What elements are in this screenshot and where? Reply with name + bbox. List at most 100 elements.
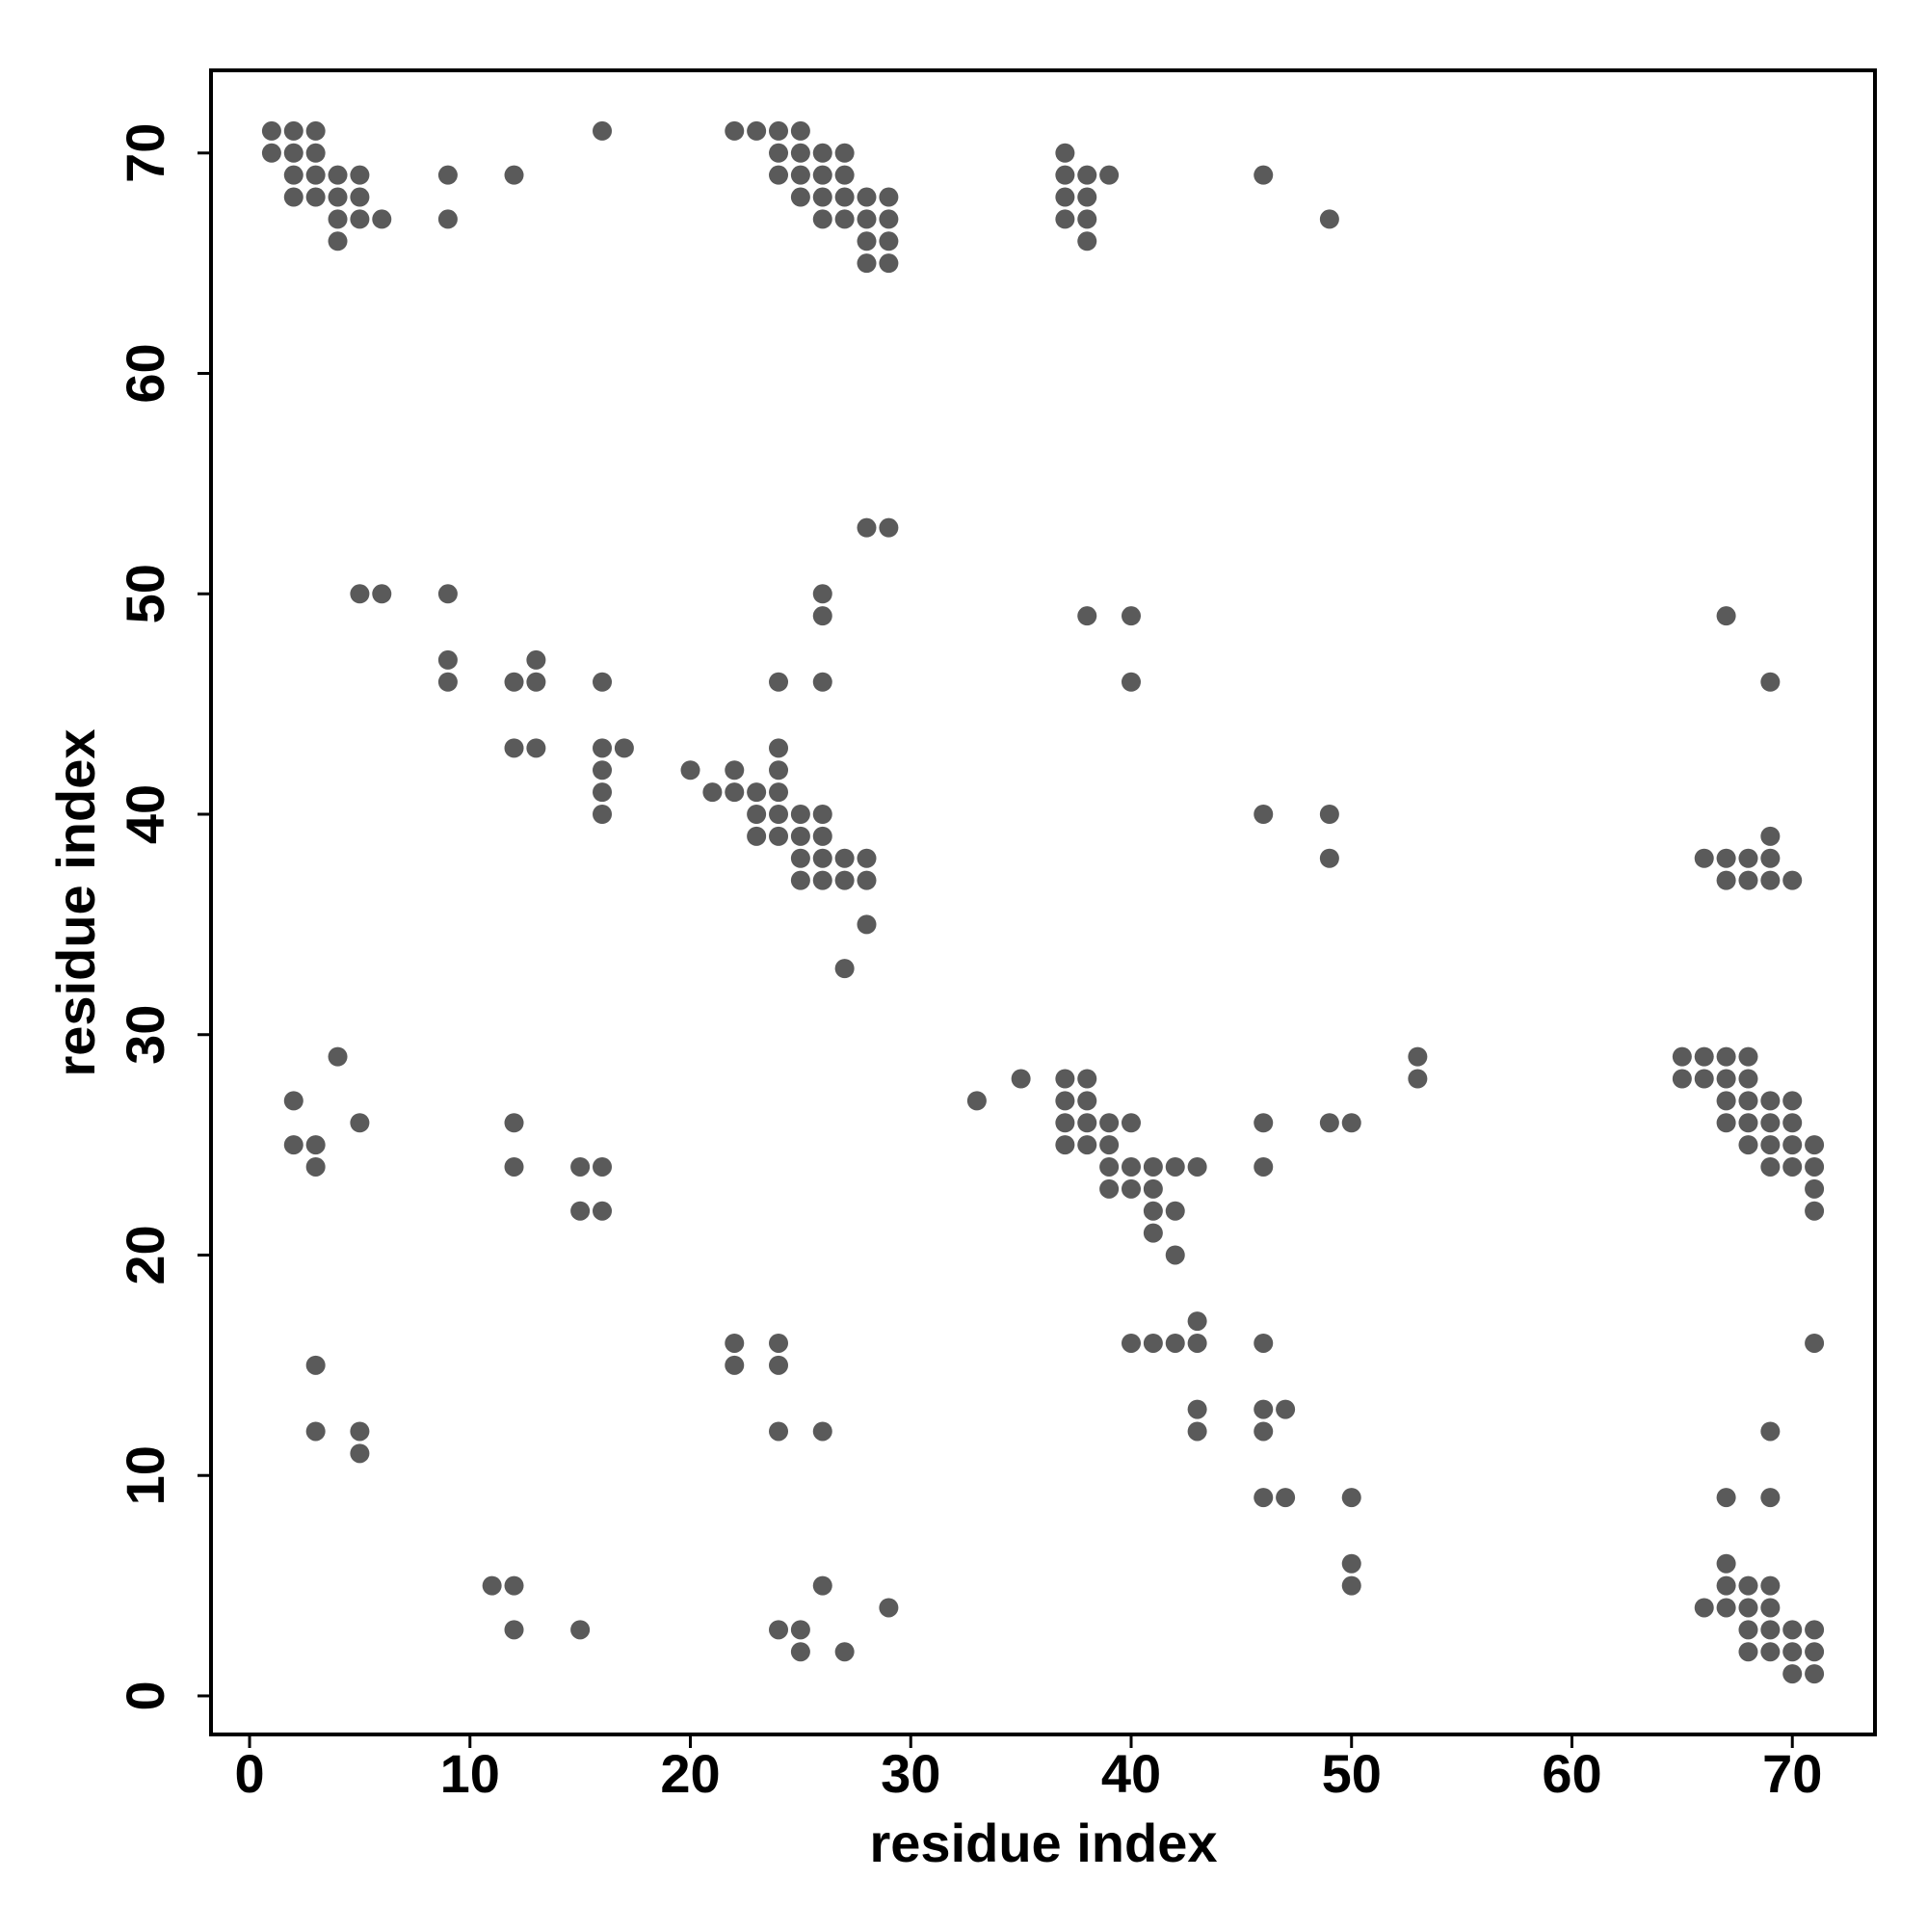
point [769,826,789,846]
point [1760,1113,1781,1133]
point [769,805,789,825]
point [283,143,304,163]
point [1254,165,1274,185]
point [305,1421,326,1442]
point [1143,1156,1163,1177]
point [504,1575,524,1596]
point [1738,1046,1758,1067]
point [1121,1113,1141,1133]
point [1254,1113,1274,1133]
point [1782,870,1803,890]
point [680,760,700,781]
point [1782,1091,1803,1111]
point [790,1620,810,1640]
plot-frame [209,68,1877,1736]
point [1143,1201,1163,1221]
point [504,738,524,758]
point [1165,1245,1185,1265]
point [812,165,832,185]
point [1738,870,1758,890]
point [570,1620,591,1640]
point [1760,1575,1781,1596]
point [857,209,877,229]
point [1716,1113,1736,1133]
y-tick-label: 10 [115,1445,175,1505]
y-tick-label: 20 [115,1225,175,1284]
point [812,1575,832,1596]
point [1694,1598,1714,1618]
point [879,253,899,274]
point [769,143,789,163]
point [1055,187,1075,207]
point [1319,1113,1339,1133]
point [790,187,810,207]
point [570,1156,591,1177]
point [283,187,304,207]
x-tick-label: 20 [660,1743,720,1804]
x-tick-label: 50 [1322,1743,1382,1804]
point [1738,1642,1758,1662]
point [526,738,546,758]
point [570,1201,591,1221]
point [1760,1598,1781,1618]
point [725,1333,745,1353]
point [1672,1046,1692,1067]
point [725,1355,745,1375]
point [879,209,899,229]
point [504,672,524,692]
point [1738,1598,1758,1618]
point [1716,1046,1736,1067]
point [1716,606,1736,626]
point [1760,870,1781,890]
point [1805,1333,1825,1353]
point [305,1135,326,1155]
y-tick-label: 60 [115,343,175,403]
point [769,165,789,185]
point [1276,1399,1296,1419]
point [1760,1488,1781,1508]
point [1408,1046,1428,1067]
point [790,870,810,890]
point [1760,1091,1781,1111]
point [1716,1488,1736,1508]
point [1805,1201,1825,1221]
point [1341,1575,1361,1596]
point [1055,1135,1075,1155]
point [1077,1113,1097,1133]
point [283,165,304,185]
point [593,672,613,692]
point [1760,1156,1781,1177]
y-tick-label: 50 [115,564,175,623]
point [437,209,458,229]
x-tick-label: 70 [1762,1743,1822,1804]
point [1760,848,1781,868]
point [790,143,810,163]
point [857,517,877,538]
point [504,1620,524,1640]
point [328,187,348,207]
point [372,209,392,229]
point [593,760,613,781]
point [769,120,789,141]
point [702,782,723,803]
point [1694,848,1714,868]
point [1099,1178,1120,1199]
point [1805,1664,1825,1684]
point [1341,1113,1361,1133]
point [1143,1223,1163,1243]
point [812,870,832,890]
point [305,165,326,185]
point [1165,1333,1185,1353]
point [725,120,745,141]
point [812,826,832,846]
point [857,253,877,274]
point [1760,1135,1781,1155]
point [747,805,767,825]
point [1805,1620,1825,1640]
point [790,1642,810,1662]
point [1077,209,1097,229]
point [1077,606,1097,626]
point [1805,1178,1825,1199]
x-axis-label: residue index [869,1813,1217,1873]
point [812,143,832,163]
